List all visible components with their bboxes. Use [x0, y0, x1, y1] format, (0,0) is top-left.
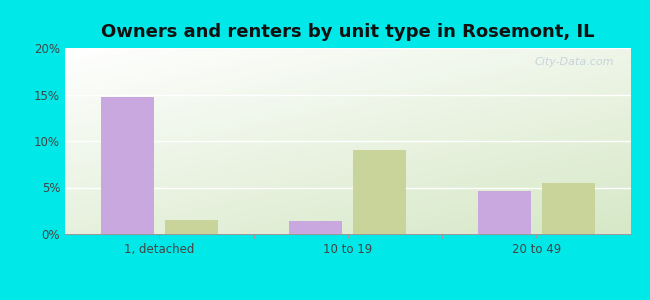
Bar — [542, 183, 595, 234]
Bar — [354, 150, 406, 234]
Bar — [101, 97, 153, 234]
Title: Owners and renters by unit type in Rosemont, IL: Owners and renters by unit type in Rosem… — [101, 23, 595, 41]
Bar — [165, 220, 218, 234]
Text: City-Data.com: City-Data.com — [534, 57, 614, 67]
Bar — [478, 191, 530, 234]
Bar — [289, 221, 342, 234]
